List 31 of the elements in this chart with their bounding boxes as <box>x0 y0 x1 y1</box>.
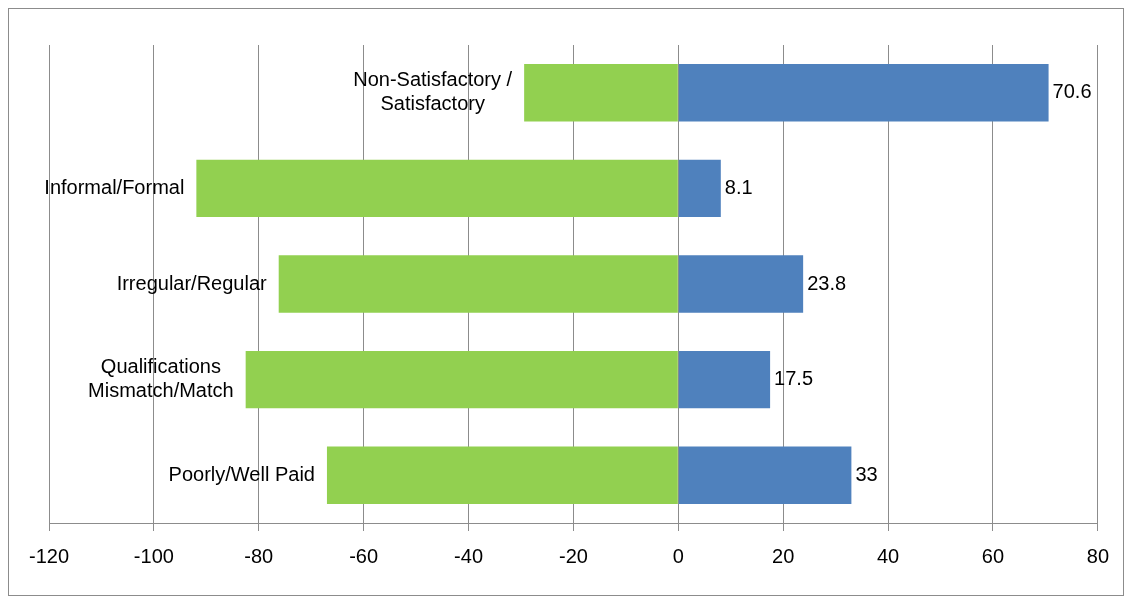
bar <box>678 64 1049 122</box>
y-tick-label: Irregular/Regular <box>116 271 268 294</box>
y-tick-label: Qualifications Mismatch/Match <box>88 355 234 402</box>
data-label: 17.5 <box>774 367 814 390</box>
x-tick-label: -80 <box>244 544 274 567</box>
x-tick-label: -20 <box>558 544 588 567</box>
x-tick-label: 60 <box>981 544 1005 567</box>
bar <box>678 159 721 218</box>
x-tick-label: -120 <box>28 544 70 567</box>
data-label: 33 <box>855 462 878 485</box>
bar <box>678 446 852 504</box>
y-tick-label: Informal/Formal <box>44 175 185 198</box>
bar <box>678 255 804 313</box>
data-label: 8.1 <box>724 175 753 198</box>
x-tick-label: 80 <box>1086 544 1109 567</box>
bar <box>524 64 678 122</box>
bar <box>678 350 771 409</box>
data-label: 23.8 <box>807 271 847 294</box>
bar <box>326 446 678 504</box>
bar <box>196 159 678 218</box>
x-tick-label: 40 <box>876 544 900 567</box>
data-label: 70.6 <box>1052 80 1092 103</box>
x-tick-label: -100 <box>133 544 174 567</box>
x-tick-label: 20 <box>772 544 795 567</box>
y-tick-label: Non-Satisfactory / Satisfactory <box>353 68 513 115</box>
x-tick-label: 0 <box>672 544 684 567</box>
bar <box>278 255 678 313</box>
x-tick-label: -60 <box>349 544 379 567</box>
y-tick-label: Poorly/Well Paid <box>168 462 315 485</box>
x-tick-label: -40 <box>454 544 483 567</box>
bar <box>245 350 678 409</box>
